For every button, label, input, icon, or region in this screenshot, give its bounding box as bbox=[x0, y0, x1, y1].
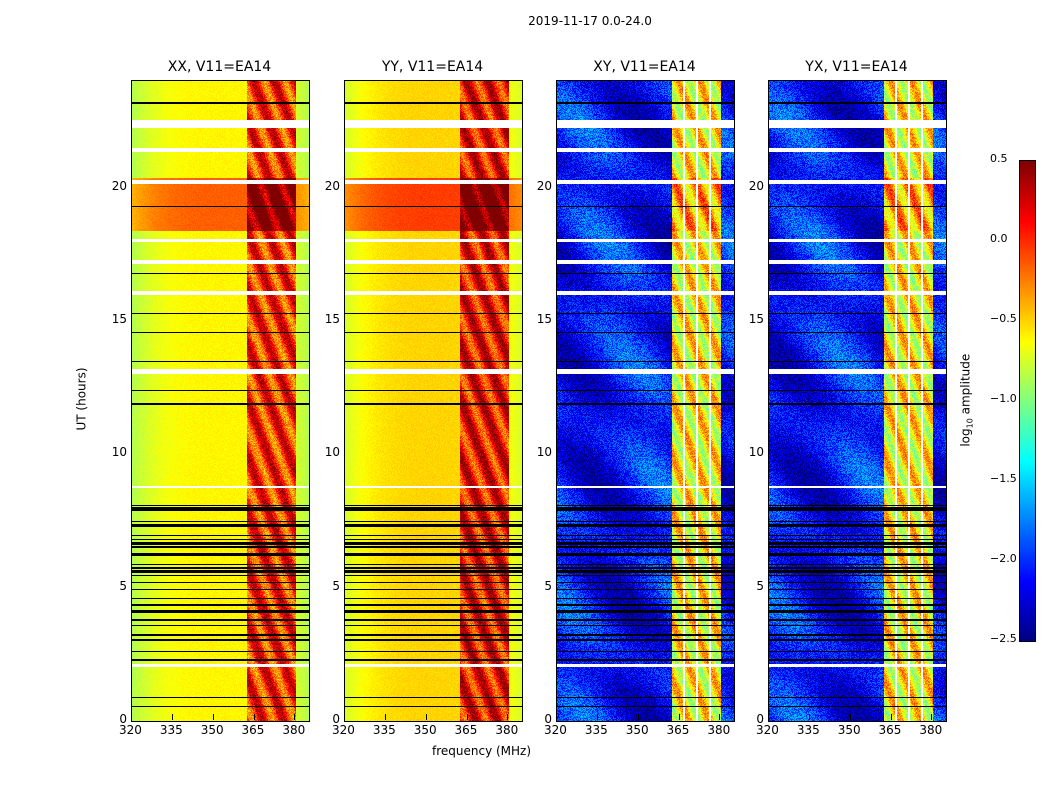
x-tick-mark bbox=[466, 714, 468, 720]
y-tick-label: 0 bbox=[332, 712, 340, 726]
colorbar-tick-label: −1.5 bbox=[990, 472, 1017, 485]
x-tick-mark bbox=[890, 714, 892, 720]
y-tick-label: 10 bbox=[111, 445, 127, 460]
colorbar-tick-label: −0.5 bbox=[990, 312, 1017, 325]
x-tick-mark bbox=[931, 714, 933, 720]
x-tick-label: 320 bbox=[332, 723, 355, 737]
heatmap-panel-yy bbox=[344, 80, 523, 722]
x-tick-mark bbox=[808, 714, 810, 720]
heatmap-panel-xx bbox=[131, 80, 310, 722]
x-tick-mark bbox=[384, 714, 386, 720]
y-tick-label: 0 bbox=[544, 712, 552, 726]
y-tick-label: 5 bbox=[332, 578, 340, 593]
x-tick-label: 365 bbox=[454, 723, 478, 737]
x-tick-mark bbox=[344, 714, 345, 720]
y-tick-label: 10 bbox=[536, 445, 552, 460]
x-tick-mark bbox=[425, 714, 427, 720]
colorbar-tick-label: −1.0 bbox=[990, 392, 1017, 405]
colorbar-label: log10 amplitude bbox=[958, 353, 975, 447]
y-tick-label: 20 bbox=[111, 178, 127, 193]
colorbar-tick-label: −2.0 bbox=[990, 552, 1017, 565]
y-tick-label: 20 bbox=[748, 178, 764, 193]
x-tick-mark bbox=[253, 714, 255, 720]
y-tick-label: 0 bbox=[119, 712, 127, 726]
x-tick-mark bbox=[719, 714, 721, 720]
y-tick-label: 5 bbox=[544, 578, 552, 593]
colorbar-tick-label: 0.5 bbox=[990, 152, 1008, 165]
x-tick-mark bbox=[131, 714, 132, 720]
x-tick-label: 335 bbox=[796, 723, 820, 737]
y-tick-label: 10 bbox=[748, 445, 764, 460]
x-tick-mark bbox=[556, 714, 557, 720]
y-tick-label: 15 bbox=[111, 312, 127, 326]
x-tick-mark bbox=[596, 714, 598, 720]
y-axis-label: UT (hours) bbox=[74, 367, 89, 431]
y-tick-label: 0 bbox=[756, 712, 764, 726]
heatmap-panel-xy bbox=[556, 80, 735, 722]
x-tick-mark bbox=[768, 714, 769, 720]
x-tick-label: 380 bbox=[282, 723, 306, 737]
colorbar bbox=[1019, 160, 1036, 642]
heatmap-panel-yx bbox=[768, 80, 947, 722]
panel-title: XX, V11=EA14 bbox=[167, 59, 272, 75]
y-tick-label: 20 bbox=[324, 178, 340, 193]
x-tick-mark bbox=[849, 714, 851, 720]
x-tick-label: 335 bbox=[584, 723, 608, 737]
x-axis-label: frequency (MHz) bbox=[432, 744, 532, 758]
x-tick-label: 365 bbox=[666, 723, 690, 737]
y-tick-label: 10 bbox=[324, 445, 340, 460]
x-tick-label: 335 bbox=[159, 723, 183, 737]
x-tick-label: 380 bbox=[707, 723, 731, 737]
colorbar-tick-label: 0.0 bbox=[990, 232, 1008, 245]
y-tick-label: 20 bbox=[536, 178, 552, 193]
x-tick-mark bbox=[212, 714, 214, 720]
x-tick-label: 380 bbox=[919, 723, 943, 737]
x-tick-label: 350 bbox=[200, 723, 224, 737]
x-tick-label: 350 bbox=[413, 723, 437, 737]
x-tick-label: 320 bbox=[544, 723, 567, 737]
y-tick-label: 15 bbox=[748, 312, 764, 326]
x-tick-label: 320 bbox=[756, 723, 779, 737]
x-tick-label: 350 bbox=[837, 723, 861, 737]
panel-title: YY, V11=EA14 bbox=[381, 59, 484, 75]
y-tick-label: 15 bbox=[324, 312, 340, 326]
panel-title: XY, V11=EA14 bbox=[593, 59, 696, 75]
x-tick-label: 320 bbox=[119, 723, 142, 737]
y-tick-label: 5 bbox=[756, 578, 764, 593]
x-tick-mark bbox=[171, 714, 173, 720]
panel-title: YX, V11=EA14 bbox=[805, 59, 908, 75]
x-tick-mark bbox=[678, 714, 680, 720]
x-tick-mark bbox=[637, 714, 639, 720]
x-tick-label: 365 bbox=[241, 723, 265, 737]
y-tick-label: 15 bbox=[536, 312, 552, 326]
figure-title: 2019-11-17 0.0-24.0 bbox=[528, 14, 652, 28]
x-tick-label: 380 bbox=[495, 723, 519, 737]
x-tick-label: 365 bbox=[878, 723, 902, 737]
x-tick-mark bbox=[294, 714, 296, 720]
colorbar-tick-label: −2.5 bbox=[990, 632, 1017, 645]
x-tick-mark bbox=[507, 714, 509, 720]
x-tick-label: 350 bbox=[625, 723, 649, 737]
y-tick-label: 5 bbox=[119, 578, 127, 593]
x-tick-label: 335 bbox=[372, 723, 396, 737]
